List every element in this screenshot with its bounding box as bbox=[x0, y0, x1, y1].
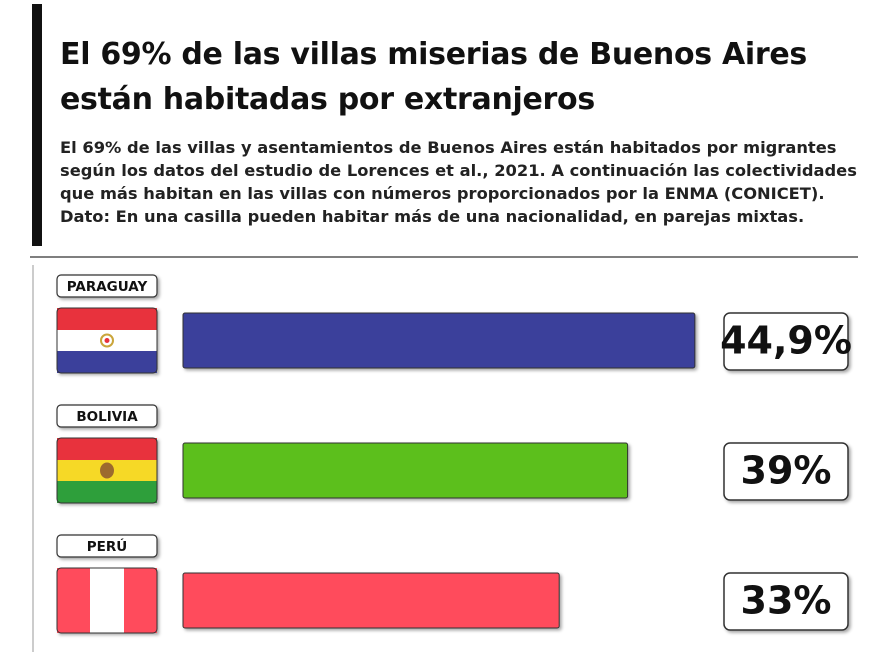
accent-bar bbox=[32, 4, 42, 246]
subtitle-line: según los datos del estudio de Lorences … bbox=[60, 161, 857, 180]
flag bbox=[57, 438, 157, 503]
category-box bbox=[56, 404, 158, 428]
value-box bbox=[723, 312, 849, 371]
flag-emblem bbox=[104, 338, 110, 343]
value-label: 39% bbox=[741, 449, 832, 493]
flag bbox=[57, 308, 157, 373]
flag-stripe bbox=[57, 438, 157, 460]
flag-stripe bbox=[57, 351, 157, 373]
flag-stripe bbox=[57, 481, 157, 503]
flag-emblem bbox=[100, 462, 114, 479]
value-box bbox=[723, 442, 849, 501]
category-label: BOLIVIA bbox=[76, 409, 138, 425]
subtitle-line: El 69% de las villas y asentamientos de … bbox=[60, 138, 837, 157]
subtitle-line: Dato: En una casilla pueden habitar más … bbox=[60, 207, 805, 226]
flag bbox=[57, 568, 157, 633]
bar bbox=[182, 572, 560, 629]
flag-frame bbox=[56, 567, 158, 634]
flag-frame bbox=[56, 437, 158, 504]
value-box bbox=[723, 572, 849, 631]
bar bbox=[182, 442, 629, 499]
flag-emblem bbox=[100, 333, 114, 348]
flag-stripe bbox=[124, 568, 157, 633]
category-label: PERÚ bbox=[87, 537, 127, 555]
category-box bbox=[56, 274, 158, 298]
flag-stripe bbox=[57, 568, 90, 633]
bar bbox=[182, 312, 696, 369]
value-label: 44,9% bbox=[720, 319, 852, 363]
value-label: 33% bbox=[741, 579, 832, 623]
flag-frame bbox=[56, 307, 158, 374]
subtitle-line: que más habitan en las villas con número… bbox=[60, 184, 825, 203]
chart-title: El 69% de las villas miserias de Buenos … bbox=[60, 37, 807, 117]
flag-stripe bbox=[57, 308, 157, 330]
flag-stripe bbox=[90, 568, 124, 633]
category-label: PARAGUAY bbox=[67, 279, 148, 295]
category-box bbox=[56, 534, 158, 558]
chart-subtitle: El 69% de las villas y asentamientos de … bbox=[60, 136, 880, 228]
